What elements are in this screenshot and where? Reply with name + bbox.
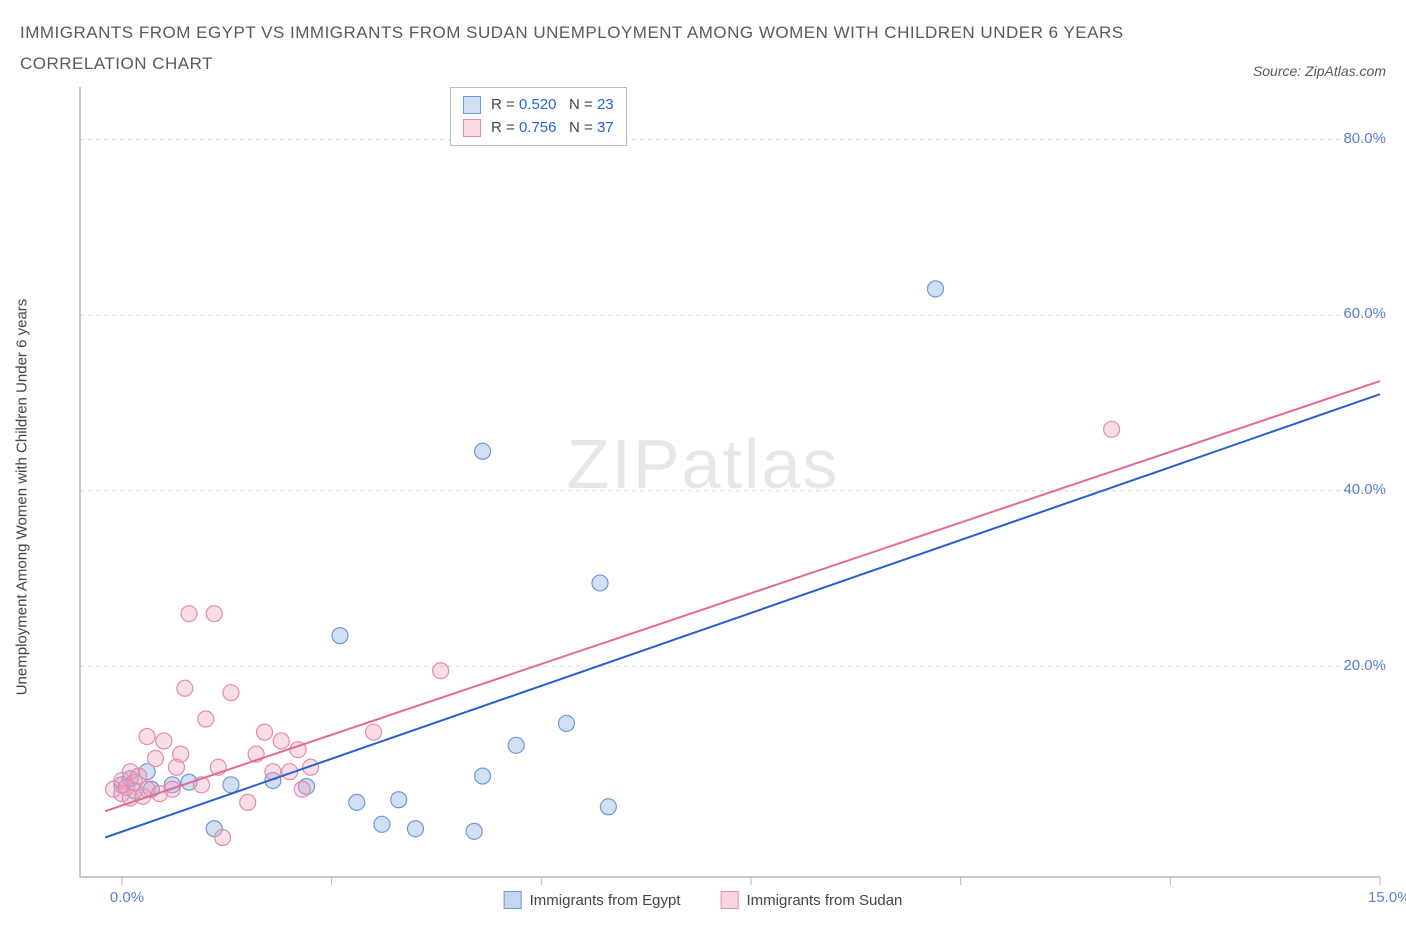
stats-legend-row: R = 0.756 N = 37 bbox=[463, 117, 614, 140]
legend-label: Immigrants from Egypt bbox=[530, 892, 681, 909]
stats-text: R = 0.520 N = 23 bbox=[491, 94, 614, 117]
stats-legend-row: R = 0.520 N = 23 bbox=[463, 94, 614, 117]
legend-swatch bbox=[463, 119, 481, 137]
stats-text: R = 0.756 N = 37 bbox=[491, 117, 614, 140]
chart-title-line2: CORRELATION CHART bbox=[20, 49, 1124, 80]
legend-item: Immigrants from Sudan bbox=[720, 891, 902, 909]
x-tick-label: 0.0% bbox=[110, 889, 144, 906]
series-legend: Immigrants from Egypt Immigrants from Sud… bbox=[504, 891, 903, 909]
y-tick-label: 40.0% bbox=[1343, 481, 1386, 498]
y-tick-label: 60.0% bbox=[1343, 305, 1386, 322]
y-axis-label: Unemployment Among Women with Children U… bbox=[14, 299, 31, 696]
legend-item: Immigrants from Egypt bbox=[504, 891, 681, 909]
stats-legend: R = 0.520 N = 23R = 0.756 N = 37 bbox=[450, 87, 627, 146]
y-tick-label: 20.0% bbox=[1343, 657, 1386, 674]
legend-swatch bbox=[504, 891, 522, 909]
chart-container: Unemployment Among Women with Children U… bbox=[20, 87, 1386, 907]
chart-title-line1: IMMIGRANTS FROM EGYPT VS IMMIGRANTS FROM… bbox=[20, 18, 1124, 49]
scatter-chart bbox=[20, 87, 1386, 907]
y-tick-label: 80.0% bbox=[1343, 130, 1386, 147]
legend-swatch bbox=[463, 96, 481, 114]
x-tick-label: 15.0% bbox=[1368, 889, 1406, 906]
legend-label: Immigrants from Sudan bbox=[746, 892, 902, 909]
source-label: Source: ZipAtlas.com bbox=[1253, 63, 1386, 79]
legend-swatch bbox=[720, 891, 738, 909]
